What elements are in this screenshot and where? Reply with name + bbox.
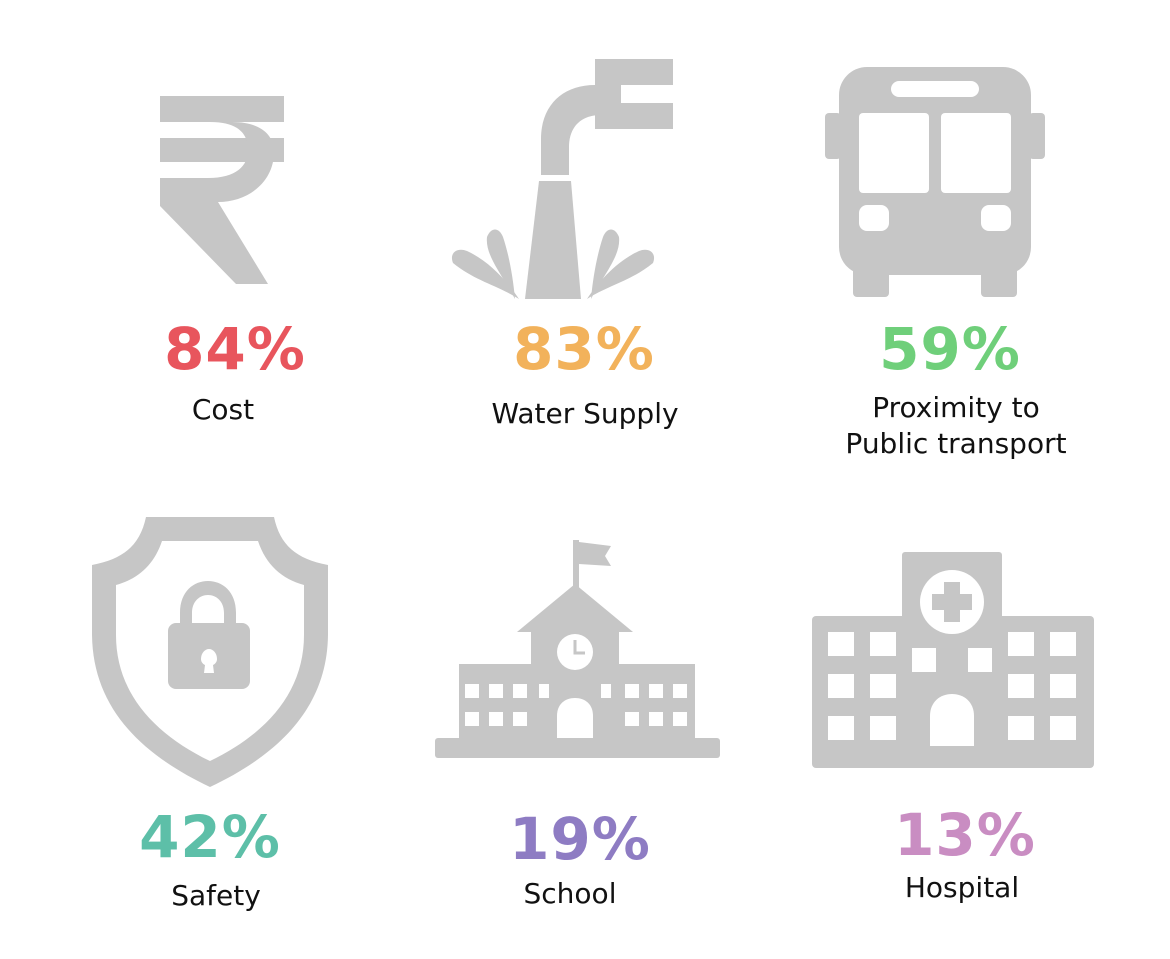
percent-value: 83%: [513, 315, 655, 383]
category-label: Safety: [171, 879, 261, 912]
category-label: Hospital: [904, 871, 1020, 904]
percent-value: 42%: [139, 803, 281, 871]
category-label: Water Supply: [491, 397, 679, 430]
hospital-icon: [810, 550, 1095, 770]
category-label: School: [523, 877, 617, 910]
percent-value: 19%: [509, 805, 651, 873]
percent-value: 13%: [894, 801, 1036, 869]
rupee-icon: [150, 90, 300, 300]
category-label: Cost: [191, 393, 255, 426]
category-label: Proximity to Public transport: [845, 391, 1067, 460]
bus-icon: [825, 65, 1045, 300]
percent-value: 84%: [164, 315, 306, 383]
school-icon: [435, 540, 720, 760]
percent-value: 59%: [879, 315, 1021, 383]
shield-lock-icon: [90, 515, 330, 790]
water-tap-icon: [445, 55, 680, 300]
